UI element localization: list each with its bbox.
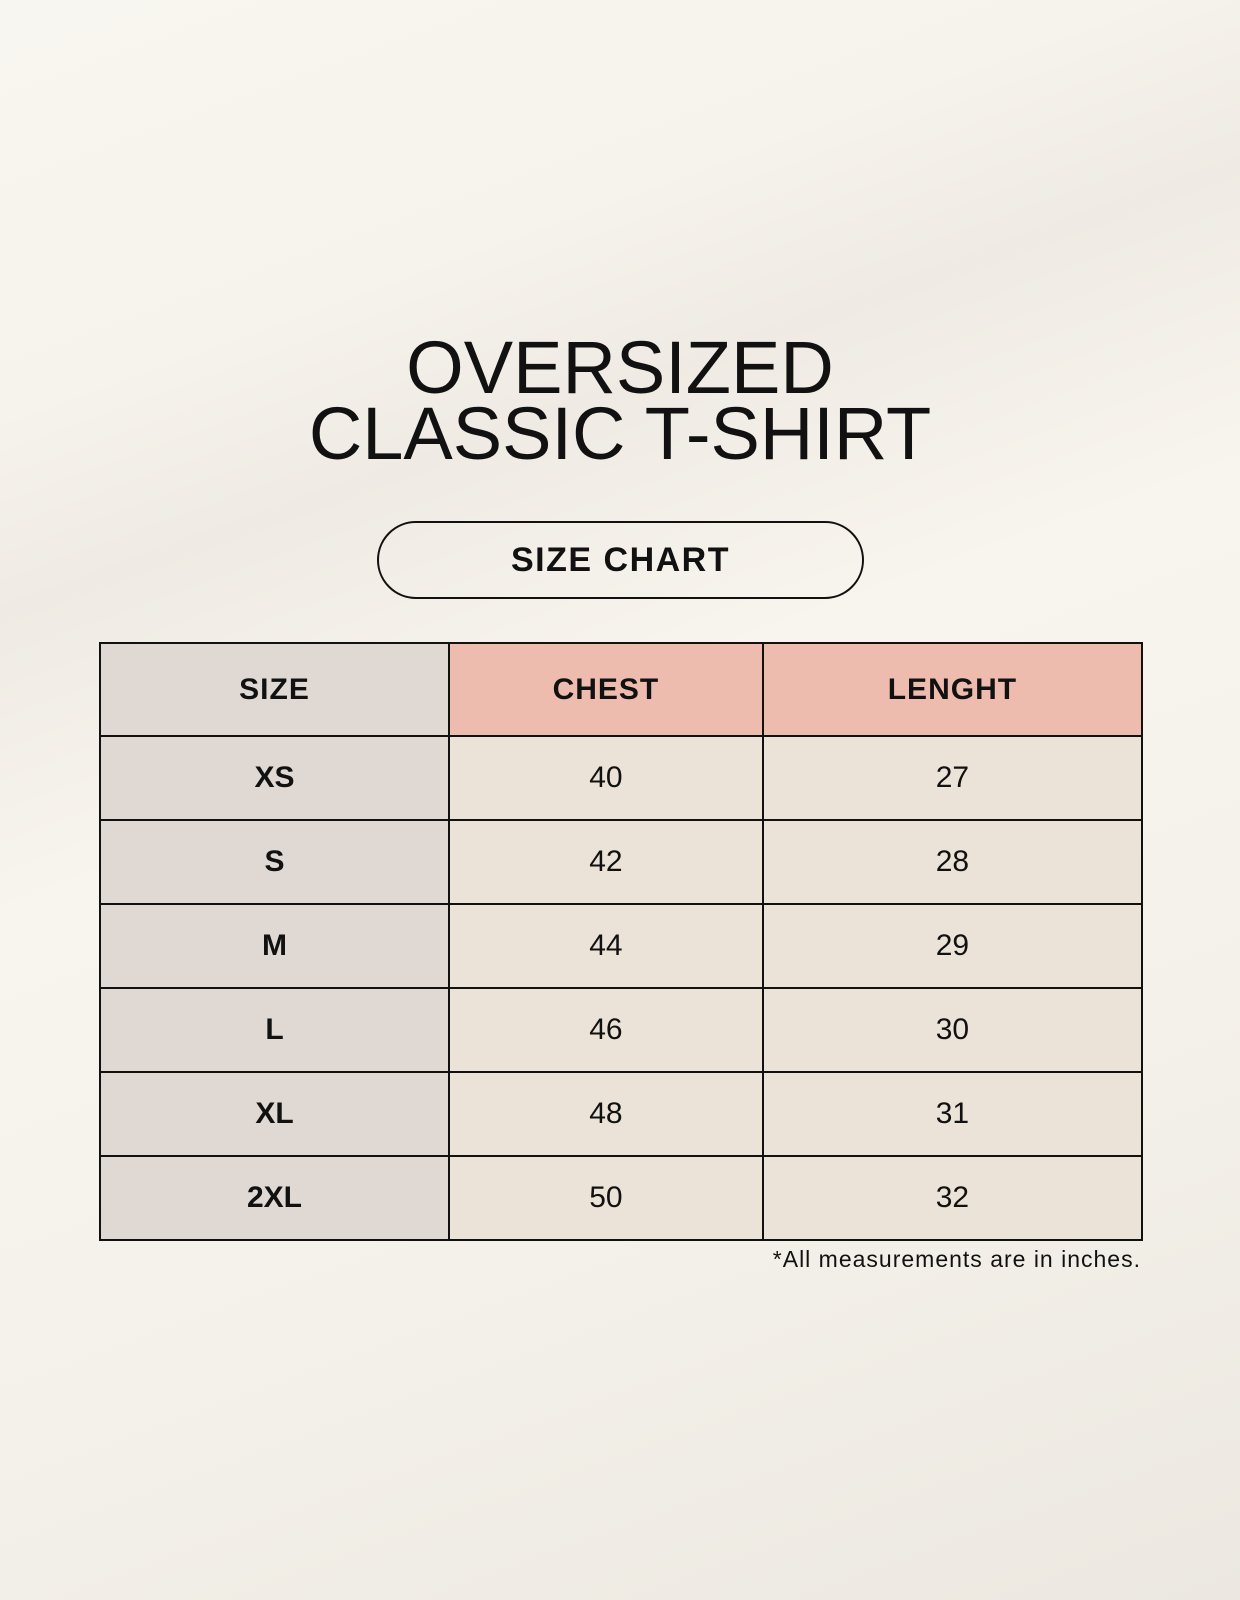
table-header-row: SIZE CHEST LENGHT — [99, 642, 1144, 737]
table-row: M 44 29 — [99, 903, 1144, 989]
length-cell: 29 — [761, 903, 1144, 989]
length-cell: 32 — [761, 1155, 1144, 1241]
length-cell: 30 — [761, 987, 1144, 1073]
size-table: SIZE CHEST LENGHT XS 40 27 S 42 28 M 44 29 L 46 30 X… — [99, 642, 1144, 1241]
size-cell: 2XL — [99, 1155, 450, 1241]
chest-cell: 40 — [448, 735, 764, 821]
size-cell: L — [99, 987, 450, 1073]
header-size: SIZE — [99, 642, 450, 737]
size-cell: M — [99, 903, 450, 989]
title-line-2: CLASSIC T-SHIRT — [308, 392, 932, 475]
size-cell: XS — [99, 735, 450, 821]
table-row: XL 48 31 — [99, 1071, 1144, 1157]
chest-cell: 44 — [448, 903, 764, 989]
chest-cell: 48 — [448, 1071, 764, 1157]
chest-cell: 42 — [448, 819, 764, 905]
header-chest: CHEST — [448, 642, 764, 737]
header-length: LENGHT — [761, 642, 1144, 737]
table-row: S 42 28 — [99, 819, 1144, 905]
chest-cell: 50 — [448, 1155, 764, 1241]
size-chart-label: SIZE CHART — [377, 521, 864, 599]
footnote: *All measurements are in inches. — [772, 1246, 1141, 1272]
chest-cell: 46 — [448, 987, 764, 1073]
size-cell: XL — [99, 1071, 450, 1157]
table-row: 2XL 50 32 — [99, 1155, 1144, 1241]
title-line-1: OVERSIZED — [406, 326, 834, 409]
table-row: L 46 30 — [99, 987, 1144, 1073]
length-cell: 27 — [761, 735, 1144, 821]
table-row: XS 40 27 — [99, 735, 1144, 821]
length-cell: 28 — [761, 819, 1144, 905]
page-title: OVERSIZED CLASSIC T-SHIRT — [0, 326, 1240, 475]
length-cell: 31 — [761, 1071, 1144, 1157]
size-cell: S — [99, 819, 450, 905]
